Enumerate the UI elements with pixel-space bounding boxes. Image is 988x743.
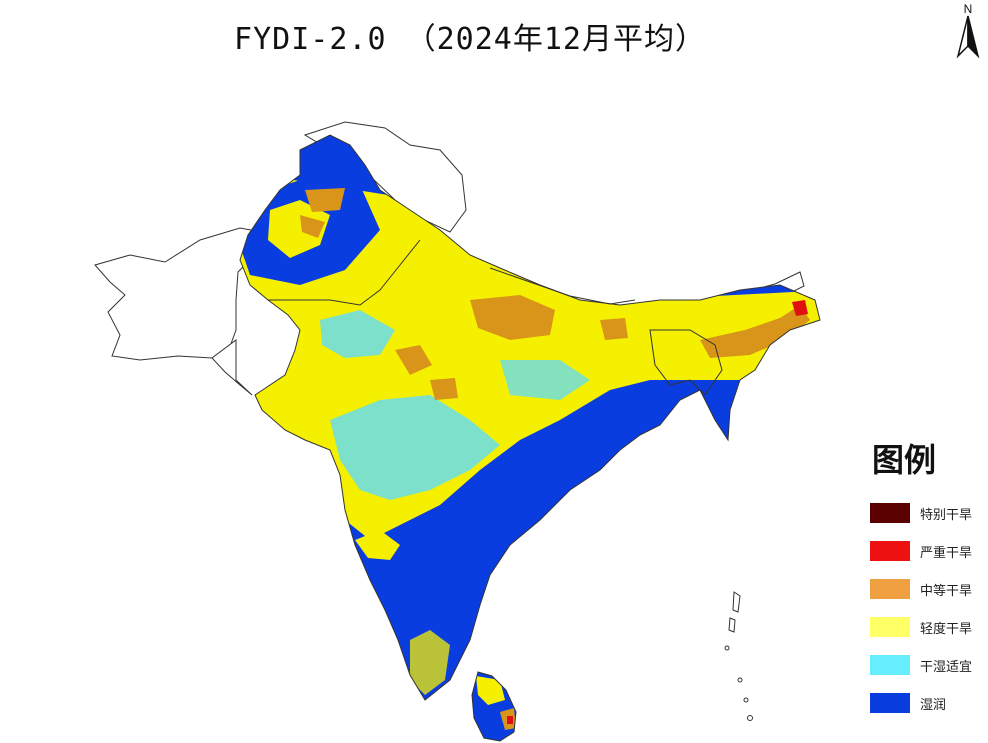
country-borders — [239, 134, 821, 742]
legend-item: 干湿适宜 — [866, 646, 984, 684]
pakistan-border — [268, 239, 421, 306]
sri-lanka-layer — [472, 672, 516, 741]
legend-title: 图例 — [872, 441, 937, 479]
legend-swatch — [870, 617, 910, 637]
legend-swatch — [870, 693, 910, 713]
islands — [724, 591, 753, 721]
north-label: N — [963, 2, 973, 16]
legend-item: 严重干旱 — [866, 532, 984, 570]
legend-swatch — [870, 579, 910, 599]
legend-swatch — [870, 655, 910, 675]
nepal-border — [489, 267, 636, 305]
india-drought-layer — [240, 135, 820, 700]
legend-swatch — [870, 541, 910, 561]
legend-item: 轻度干旱 — [866, 608, 984, 646]
north-arrow: N — [950, 2, 986, 64]
pakistan-west-outline — [211, 339, 253, 396]
bangladesh-border — [649, 329, 723, 396]
legend-item: 特别干旱 — [866, 494, 984, 532]
sri-lanka-outline — [471, 671, 517, 742]
legend: 图例 特别干旱严重干旱中等干旱轻度干旱干湿适宜湿润 — [866, 440, 984, 722]
legend-label: 干湿适宜 — [920, 659, 973, 675]
legend-label: 中等干旱 — [920, 583, 973, 599]
afghanistan-outline — [94, 227, 263, 361]
legend-item: 中等干旱 — [866, 570, 984, 608]
north-arrow-icon — [956, 15, 980, 59]
legend-label: 特别干旱 — [920, 507, 973, 523]
legend-swatch — [870, 503, 910, 523]
map-title: FYDI-2.0 （2024年12月平均） — [234, 22, 706, 57]
legend-label: 湿润 — [920, 697, 947, 713]
legend-label: 严重干旱 — [920, 545, 973, 561]
legend-item: 湿润 — [866, 684, 984, 722]
legend-label: 轻度干旱 — [920, 621, 973, 637]
